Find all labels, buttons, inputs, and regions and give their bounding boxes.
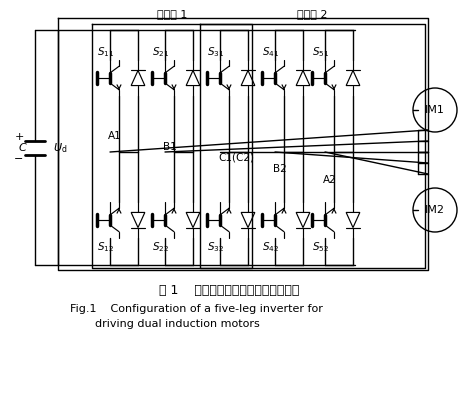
Text: A1: A1 <box>108 131 122 141</box>
Text: B2: B2 <box>273 164 287 174</box>
Text: IM2: IM2 <box>425 205 445 215</box>
Text: 逆变器 1: 逆变器 1 <box>157 9 187 19</box>
Text: $S_{41}$: $S_{41}$ <box>262 45 279 59</box>
Text: −: − <box>14 154 24 164</box>
Text: $S_{32}$: $S_{32}$ <box>207 240 224 254</box>
Text: $U_\mathrm{d}$: $U_\mathrm{d}$ <box>53 141 67 155</box>
Text: $S_{42}$: $S_{42}$ <box>262 240 279 254</box>
Text: $S_{11}$: $S_{11}$ <box>98 45 114 59</box>
Text: Fig.1    Configuration of a five-leg inverter for: Fig.1 Configuration of a five-leg invert… <box>70 304 323 314</box>
Text: $S_{52}$: $S_{52}$ <box>312 240 329 254</box>
Text: 逆变器 2: 逆变器 2 <box>297 9 328 19</box>
Text: +: + <box>14 132 24 142</box>
Text: driving dual induction motors: driving dual induction motors <box>95 319 260 329</box>
Text: A2: A2 <box>323 175 337 185</box>
Text: IM1: IM1 <box>425 105 445 115</box>
Text: $S_{22}$: $S_{22}$ <box>153 240 169 254</box>
Text: $S_{51}$: $S_{51}$ <box>312 45 330 59</box>
Text: 图 1    驱动双异步电机的五桥臂逆变器: 图 1 驱动双异步电机的五桥臂逆变器 <box>159 284 299 297</box>
Text: $S_{21}$: $S_{21}$ <box>153 45 169 59</box>
Text: $S_{31}$: $S_{31}$ <box>207 45 224 59</box>
Text: C1(C2): C1(C2) <box>218 153 254 163</box>
Text: $S_{12}$: $S_{12}$ <box>98 240 114 254</box>
Text: B1: B1 <box>163 142 177 152</box>
Text: C: C <box>18 143 26 153</box>
